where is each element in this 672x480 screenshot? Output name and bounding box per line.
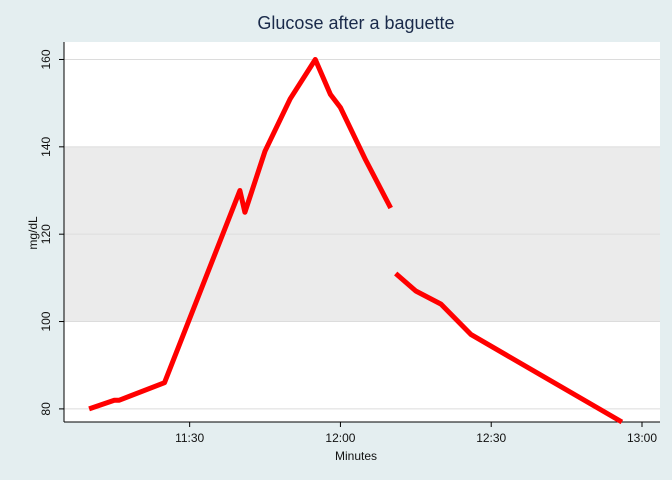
y-axis-label: mg/dL [26, 216, 40, 250]
y-tick-label-140: 140 [39, 136, 53, 156]
x-tick-label-13:00: 13:00 [627, 431, 657, 445]
chart-title: Glucose after a baguette [257, 13, 454, 33]
y-tick-label-100: 100 [39, 311, 53, 331]
x-axis-label: Minutes [335, 449, 377, 463]
y-tick-label-160: 160 [39, 49, 53, 69]
x-tick-label-11:30: 11:30 [175, 431, 204, 445]
y-tick-label-120: 120 [39, 224, 53, 244]
x-tick-label-12:30: 12:30 [476, 431, 506, 445]
y-tick-label-80: 80 [39, 402, 53, 416]
x-tick-label-12:00: 12:00 [325, 431, 355, 445]
